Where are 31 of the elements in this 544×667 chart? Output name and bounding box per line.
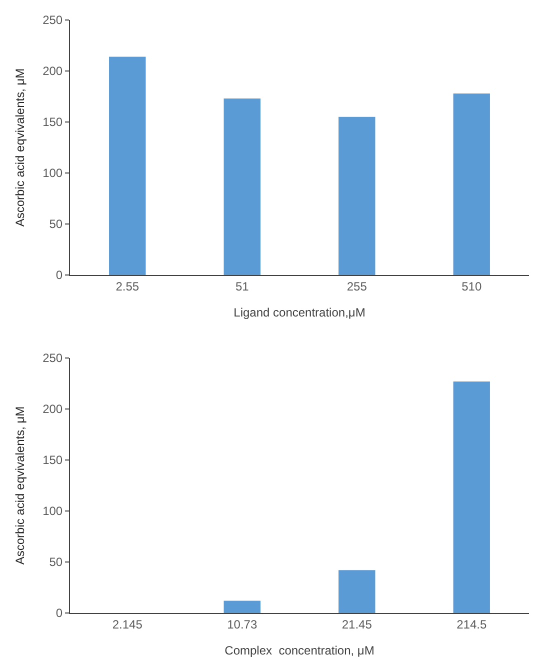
y-axis-title: Ascorbic acid eqvivalents, μM	[12, 68, 27, 227]
x-tick-label: 2.145	[112, 617, 143, 632]
y-tick-label: 50	[49, 217, 63, 232]
x-tick-label: 510	[462, 279, 482, 294]
bar	[224, 98, 260, 275]
x-tick-label: 51	[235, 279, 250, 294]
bar	[109, 56, 146, 275]
y-tick-label: 150	[42, 115, 63, 130]
x-tick-label: 255	[346, 279, 368, 294]
y-tick-label: 0	[56, 268, 63, 282]
bar	[453, 93, 490, 275]
x-tick-label: 10.73	[227, 617, 258, 632]
x-tick-label: 2.55	[116, 279, 140, 294]
y-tick-label: 100	[42, 504, 63, 518]
bar	[338, 116, 376, 275]
y-tick-label: 50	[49, 555, 63, 570]
x-axis-title: Complex concentration, μM	[224, 643, 374, 658]
bar	[224, 600, 260, 613]
y-tick-label: 0	[56, 606, 63, 620]
bar	[338, 570, 376, 613]
x-tick-label: 214.5	[456, 617, 487, 632]
y-tick-label: 100	[42, 166, 63, 180]
y-tick-label: 250	[42, 351, 63, 366]
y-tick-label: 200	[42, 64, 63, 78]
x-axis-title: Ligand concentration,μM	[234, 305, 366, 320]
x-tick-label: 21.45	[342, 617, 372, 632]
y-axis-title: Ascorbic acid eqvivalents, μM	[12, 406, 27, 565]
y-tick-label: 150	[42, 453, 63, 468]
bar	[453, 381, 490, 613]
y-tick-label: 250	[42, 13, 63, 28]
y-tick-label: 200	[42, 402, 63, 416]
